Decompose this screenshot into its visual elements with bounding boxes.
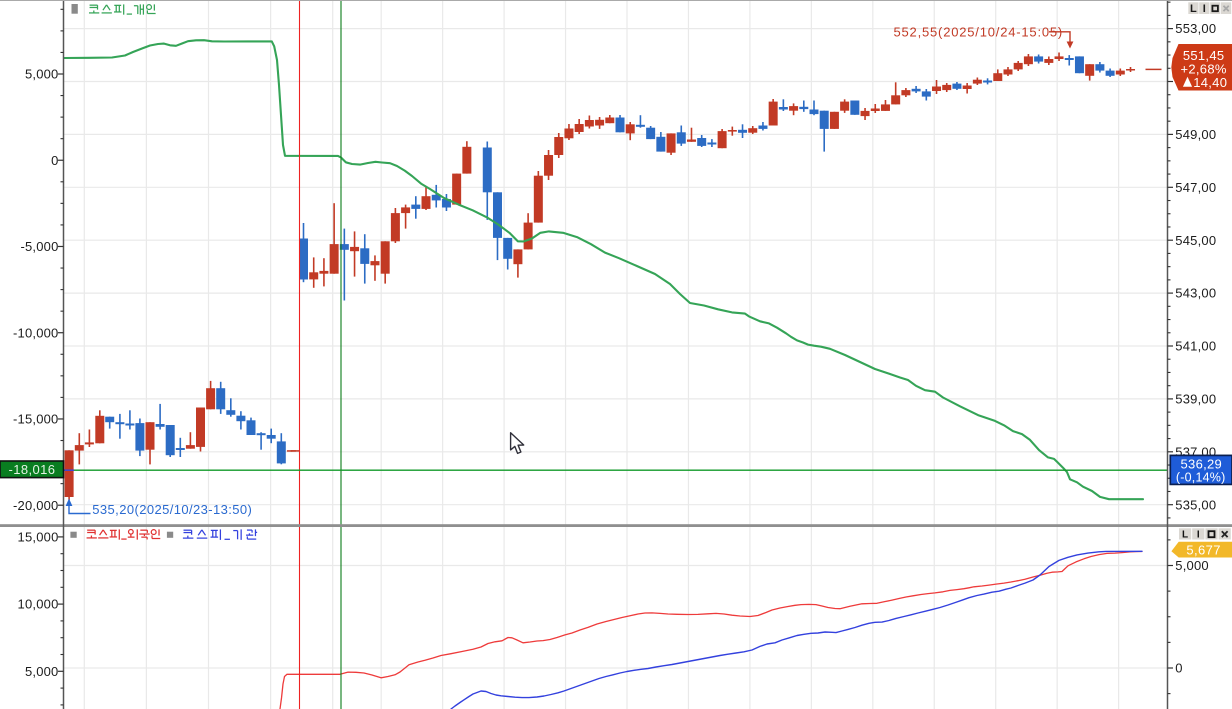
svg-text:539,00: 539,00 (1175, 392, 1216, 407)
svg-text:I: I (1197, 530, 1200, 541)
svg-text:15,000: 15,000 (18, 530, 59, 545)
svg-text:+2,68%: +2,68% (1180, 61, 1226, 76)
svg-text:552,55(2025/10/24-15:05): 552,55(2025/10/24-15:05) (894, 24, 1064, 39)
svg-text:536,29: 536,29 (1181, 456, 1223, 471)
svg-text:5,677: 5,677 (1186, 542, 1221, 557)
svg-text:14,40: 14,40 (1193, 75, 1227, 90)
svg-text:-5,000: -5,000 (20, 239, 58, 254)
svg-text:5,000: 5,000 (1175, 558, 1209, 573)
svg-text:0: 0 (1175, 661, 1182, 676)
svg-text:549,00: 549,00 (1175, 127, 1216, 142)
svg-text:543,00: 543,00 (1175, 286, 1216, 301)
svg-text:10,000: 10,000 (18, 597, 59, 612)
svg-text:547,00: 547,00 (1175, 180, 1216, 195)
svg-text:553,00: 553,00 (1175, 21, 1216, 36)
svg-text:551,45: 551,45 (1183, 48, 1225, 63)
svg-text:L: L (1182, 530, 1188, 541)
svg-text:-10,000: -10,000 (13, 325, 59, 340)
svg-text:5,000: 5,000 (25, 67, 59, 82)
svg-text:(-0,14%): (-0,14%) (1176, 471, 1226, 485)
svg-text:5,000: 5,000 (25, 664, 59, 679)
svg-text:I: I (1203, 3, 1206, 15)
svg-text:545,00: 545,00 (1175, 233, 1216, 248)
svg-text:-20,000: -20,000 (13, 498, 59, 513)
svg-text:535,00: 535,00 (1175, 497, 1216, 512)
svg-text:0: 0 (51, 153, 58, 168)
svg-text:L: L (1190, 3, 1197, 15)
svg-text:535,20(2025/10/23-13:50): 535,20(2025/10/23-13:50) (92, 502, 252, 517)
svg-text:-18,016: -18,016 (9, 462, 56, 477)
svg-text:541,00: 541,00 (1175, 339, 1216, 354)
svg-text:-15,000: -15,000 (13, 412, 59, 427)
